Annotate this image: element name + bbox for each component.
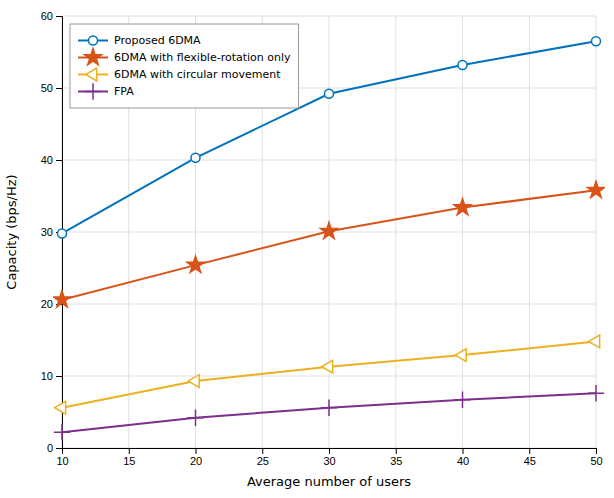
tick-label: 25 [257, 455, 269, 467]
tick-label: 10 [41, 370, 53, 382]
chart: 1015202530354045500102030405060Proposed … [0, 0, 614, 498]
tick-mark [56, 160, 62, 161]
tick-label: 20 [190, 455, 202, 467]
series [55, 335, 600, 414]
point [591, 37, 600, 46]
point [454, 199, 471, 215]
series-line [62, 393, 596, 432]
legend-label: 6DMA with flexible-rotation only [114, 51, 291, 64]
point [321, 399, 337, 415]
x-axis: 10 15 20 25 30 35 40 45 50 [56, 448, 602, 467]
point [458, 60, 467, 69]
tick: 40 [41, 154, 62, 166]
tick-mark [262, 448, 263, 454]
tick-label: 60 [41, 10, 53, 22]
tick-label: 20 [41, 298, 53, 310]
tick-label: 50 [590, 455, 602, 467]
tick: 10 [41, 370, 62, 382]
tick: 40 [457, 448, 469, 467]
tick-mark [56, 376, 62, 377]
tick-mark [529, 448, 530, 454]
legend-label: FPA [114, 85, 134, 98]
grid-line-y [62, 16, 596, 17]
tick: 20 [190, 448, 202, 467]
tick-label: 0 [47, 442, 53, 454]
legend-marker [85, 83, 101, 99]
tick-label: 30 [41, 226, 53, 238]
point [188, 375, 199, 388]
point [54, 424, 70, 440]
legend-label: Proposed 6DMA [114, 34, 201, 47]
axis-line [63, 449, 597, 455]
tick-label: 10 [56, 455, 68, 467]
point [57, 229, 66, 238]
point [322, 360, 333, 373]
series [53, 181, 604, 307]
tick-label: 50 [41, 82, 53, 94]
tick-label: 40 [41, 154, 53, 166]
point [588, 385, 604, 401]
legend: Proposed 6DMA 6DMA with flexible-rotation… [70, 24, 299, 108]
tick: 60 [41, 10, 62, 22]
point [589, 335, 600, 348]
series-line [62, 41, 596, 233]
tick: 30 [323, 448, 335, 467]
legend-item: 6DMA with flexible-rotation only [78, 49, 291, 65]
x-axis-title: Average number of users [247, 474, 411, 489]
tick-mark [196, 448, 197, 454]
legend-item: Proposed 6DMA [78, 34, 201, 47]
point [455, 349, 466, 362]
tick: 15 [123, 448, 135, 467]
legend-label: 6DMA with circular movement [114, 68, 281, 81]
tick-label: 40 [457, 455, 469, 467]
legend-marker [88, 36, 97, 45]
tick-label: 30 [323, 455, 335, 467]
tick: 50 [590, 448, 602, 467]
tick-mark [596, 448, 597, 454]
tick-mark [56, 88, 62, 89]
plot: 1015202530354045500102030405060Proposed … [41, 10, 605, 467]
point [320, 222, 337, 238]
grid-line-y [62, 376, 596, 377]
legend-marker [86, 68, 97, 81]
grid [62, 16, 596, 448]
point [454, 392, 470, 408]
legend-box [70, 24, 299, 108]
y-axis-title: Capacity (bps/Hz) [4, 174, 19, 289]
tick-mark [56, 448, 62, 449]
tick-mark [463, 448, 464, 454]
tick-mark [396, 448, 397, 454]
legend-item: FPA [78, 83, 134, 99]
tick-mark [129, 448, 130, 454]
tick-label: 45 [524, 455, 536, 467]
point [187, 256, 204, 272]
legend-item: 6DMA with circular movement [78, 68, 281, 81]
grid-line-y [62, 304, 596, 305]
tick-label: 35 [390, 455, 402, 467]
tick: 0 [47, 442, 62, 454]
grid-line-y [62, 160, 596, 161]
tick: 50 [41, 82, 62, 94]
tick-label: 15 [123, 455, 135, 467]
tick-mark [329, 448, 330, 454]
tick-mark [56, 16, 62, 17]
series-line [62, 190, 596, 299]
series [54, 385, 604, 440]
point [191, 153, 200, 162]
point [187, 410, 203, 426]
point [587, 181, 604, 197]
point [324, 89, 333, 98]
tick: 45 [524, 448, 536, 467]
tick: 35 [390, 448, 402, 467]
point [53, 291, 70, 307]
legend-marker [84, 49, 101, 65]
point [55, 401, 66, 414]
tick: 10 [56, 448, 68, 467]
tick: 25 [257, 448, 269, 467]
